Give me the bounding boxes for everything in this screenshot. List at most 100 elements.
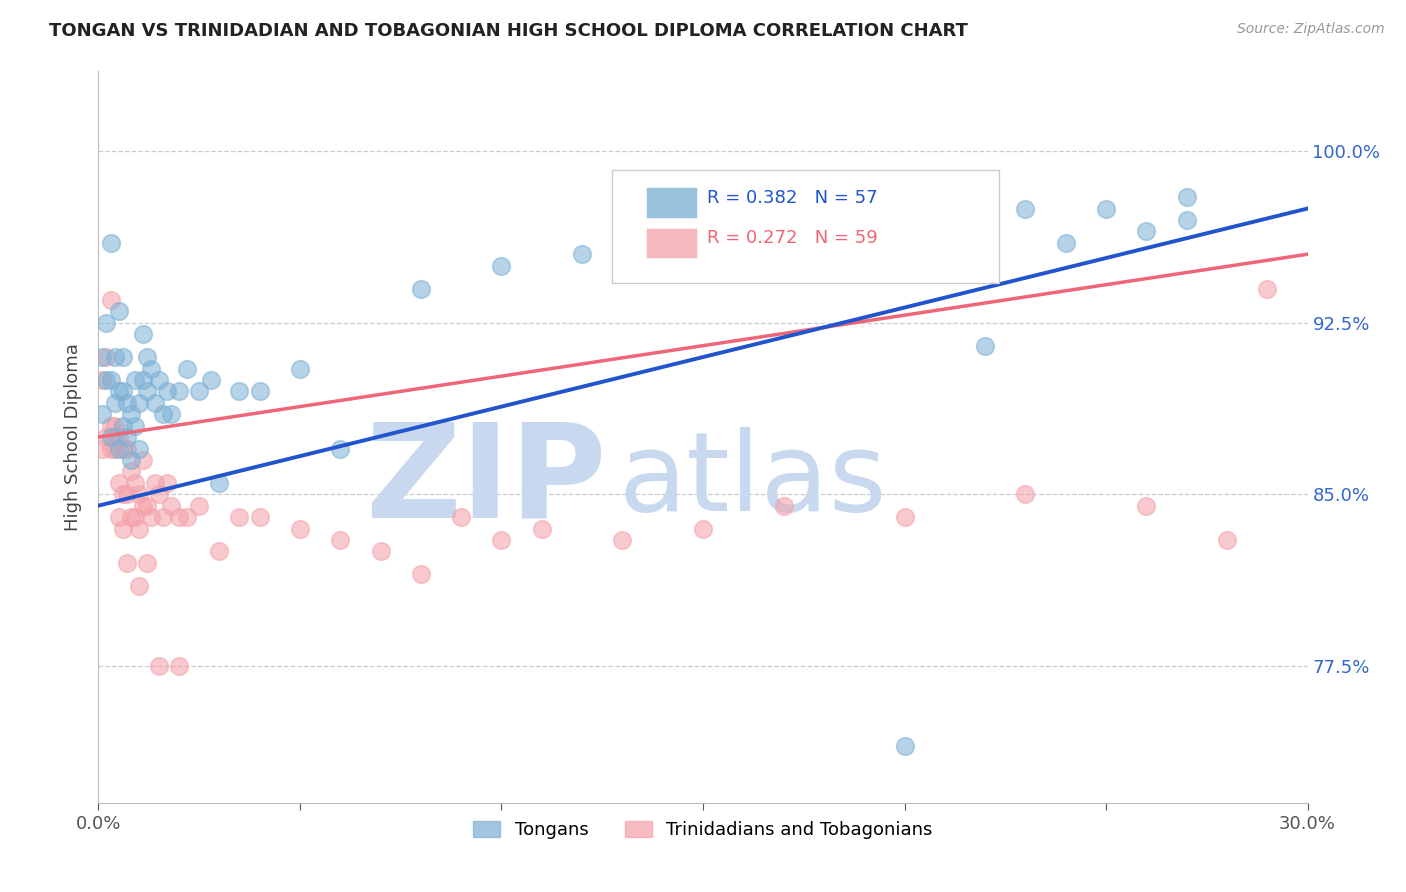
Point bbox=[103, 442, 125, 456]
Text: Source: ZipAtlas.com: Source: ZipAtlas.com bbox=[1237, 22, 1385, 37]
Point bbox=[124, 418, 146, 433]
Point bbox=[974, 338, 997, 352]
Point bbox=[228, 510, 250, 524]
Point bbox=[91, 350, 114, 364]
Point bbox=[124, 475, 146, 490]
FancyBboxPatch shape bbox=[613, 170, 1000, 284]
Point bbox=[143, 475, 166, 490]
Point bbox=[491, 533, 513, 547]
Point bbox=[96, 350, 118, 364]
Point bbox=[135, 350, 157, 364]
Point bbox=[115, 442, 138, 456]
Point bbox=[111, 350, 134, 364]
Point bbox=[772, 499, 794, 513]
Point bbox=[111, 521, 134, 535]
Point bbox=[100, 235, 122, 250]
Point bbox=[107, 384, 129, 399]
Point bbox=[96, 430, 118, 444]
Point bbox=[148, 658, 170, 673]
Point bbox=[139, 510, 162, 524]
Point bbox=[893, 510, 915, 524]
Point bbox=[450, 510, 472, 524]
Point bbox=[228, 384, 250, 399]
Point bbox=[107, 442, 129, 456]
Point bbox=[530, 521, 553, 535]
Point bbox=[1256, 281, 1278, 295]
Point bbox=[148, 487, 170, 501]
Point bbox=[160, 499, 183, 513]
FancyBboxPatch shape bbox=[647, 187, 697, 218]
Point bbox=[152, 510, 174, 524]
Point bbox=[120, 464, 142, 478]
Point bbox=[1135, 224, 1157, 238]
Point bbox=[124, 510, 146, 524]
Point bbox=[1175, 213, 1198, 227]
Point bbox=[135, 384, 157, 399]
Point bbox=[128, 579, 150, 593]
Point bbox=[1095, 202, 1118, 216]
Point bbox=[128, 487, 150, 501]
Point bbox=[115, 556, 138, 570]
Text: ZIP: ZIP bbox=[364, 417, 606, 544]
Point bbox=[152, 407, 174, 421]
Point bbox=[167, 384, 190, 399]
Point bbox=[143, 396, 166, 410]
Point bbox=[893, 739, 915, 753]
Point bbox=[91, 407, 114, 421]
FancyBboxPatch shape bbox=[647, 227, 697, 258]
Point bbox=[288, 361, 311, 376]
Point bbox=[124, 373, 146, 387]
Point bbox=[91, 442, 114, 456]
Point bbox=[100, 293, 122, 307]
Point bbox=[111, 442, 134, 456]
Point bbox=[156, 475, 179, 490]
Point bbox=[132, 453, 155, 467]
Point bbox=[692, 235, 714, 250]
Point bbox=[176, 510, 198, 524]
Point bbox=[208, 475, 231, 490]
Point bbox=[115, 430, 138, 444]
Point bbox=[208, 544, 231, 558]
Point bbox=[96, 316, 118, 330]
Point bbox=[132, 327, 155, 342]
Point bbox=[188, 384, 211, 399]
Point bbox=[132, 499, 155, 513]
Point bbox=[135, 556, 157, 570]
Point bbox=[107, 510, 129, 524]
Point bbox=[100, 430, 122, 444]
Point bbox=[329, 442, 352, 456]
Point bbox=[176, 361, 198, 376]
Point bbox=[120, 510, 142, 524]
Point bbox=[1175, 190, 1198, 204]
Point bbox=[103, 418, 125, 433]
Point bbox=[120, 453, 142, 467]
Point bbox=[128, 521, 150, 535]
Point bbox=[370, 544, 392, 558]
Point bbox=[111, 418, 134, 433]
Point bbox=[100, 418, 122, 433]
Point bbox=[167, 510, 190, 524]
Point bbox=[135, 499, 157, 513]
Point bbox=[107, 304, 129, 318]
Point bbox=[156, 384, 179, 399]
Text: R = 0.272   N = 59: R = 0.272 N = 59 bbox=[707, 229, 877, 247]
Point bbox=[107, 430, 129, 444]
Point bbox=[91, 373, 114, 387]
Point bbox=[103, 430, 125, 444]
Point bbox=[288, 521, 311, 535]
Point bbox=[96, 373, 118, 387]
Point bbox=[249, 510, 271, 524]
Point bbox=[128, 442, 150, 456]
Point bbox=[100, 442, 122, 456]
Point bbox=[1054, 235, 1077, 250]
Point bbox=[132, 373, 155, 387]
Point bbox=[1014, 487, 1036, 501]
Point bbox=[1216, 533, 1239, 547]
Point bbox=[571, 247, 593, 261]
Point bbox=[692, 521, 714, 535]
Point bbox=[329, 533, 352, 547]
Legend: Tongans, Trinidadians and Tobagonians: Tongans, Trinidadians and Tobagonians bbox=[467, 814, 939, 847]
Point bbox=[111, 487, 134, 501]
Text: TONGAN VS TRINIDADIAN AND TOBAGONIAN HIGH SCHOOL DIPLOMA CORRELATION CHART: TONGAN VS TRINIDADIAN AND TOBAGONIAN HIG… bbox=[49, 22, 969, 40]
Point bbox=[793, 224, 815, 238]
